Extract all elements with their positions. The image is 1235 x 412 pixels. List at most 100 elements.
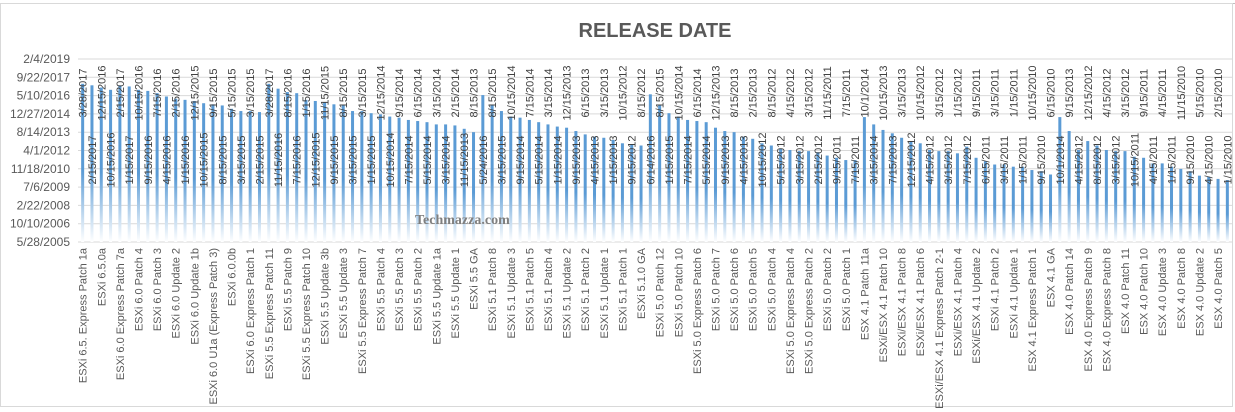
- bar: [639, 145, 643, 242]
- data-label: 7/15/2014: [403, 136, 415, 185]
- data-label: 3/15/2013: [897, 69, 909, 118]
- data-label: 1/15/2014: [552, 136, 564, 185]
- bar: [955, 153, 959, 242]
- data-label: 5/15/2010: [1194, 69, 1206, 118]
- bar: [1086, 141, 1090, 242]
- x-tick-label: ESXi/ESX 4.1 Patch 6: [915, 248, 927, 356]
- data-label: 4/15/2012: [785, 69, 797, 118]
- data-label: 9/15/2013: [720, 136, 732, 185]
- bar: [574, 131, 578, 242]
- data-label: 4/15/2016: [161, 136, 173, 185]
- data-label: 12/15/2015: [189, 65, 201, 120]
- bar: [1142, 157, 1146, 242]
- bar: [109, 89, 113, 242]
- data-label: 1/15/2016: [301, 69, 313, 118]
- x-tick-label: ESX 4.1 Patch 11a: [859, 247, 871, 340]
- x-tick-label: ESX 4.0 Patch 11: [1120, 248, 1132, 334]
- x-tick-label: ESX 4.0 Patch 8: [1176, 248, 1188, 329]
- x-tick-label: ESXi 6.0 U1a (Express Patch 3): [208, 248, 220, 405]
- bar: [323, 102, 327, 242]
- data-label: 12/15/2012: [906, 132, 918, 187]
- bar: [1207, 176, 1211, 242]
- x-tick-label: ESXi 5.0 Patch 1: [841, 248, 853, 331]
- data-label: 2/15/2010: [1213, 69, 1225, 118]
- x-tick-label: ESXi 5.1 Update 3: [506, 248, 518, 339]
- bar: [630, 144, 634, 242]
- data-label: 10/1/2014: [1055, 136, 1067, 185]
- x-tick-label: ESXi 6.5. Express Patch 1a: [78, 247, 90, 383]
- bar: [611, 139, 615, 242]
- data-label: 11/15/2013: [459, 133, 471, 187]
- bar: [546, 124, 550, 242]
- y-tick-label: 4/1/2012: [23, 144, 70, 158]
- x-tick-label: ESX 4.0 Patch 14: [1064, 248, 1076, 335]
- x-tick-label: ESXi 5.5 Update 1: [450, 248, 462, 339]
- bar: [732, 132, 736, 242]
- data-label: 11/15/2010: [1176, 66, 1188, 120]
- data-label: 1/15/2017: [124, 136, 136, 185]
- data-labels: 3/28/2017 2/15/2017 12/15/2016 10/15/2016 2/…: [78, 65, 1235, 187]
- bar: [276, 88, 280, 242]
- x-tick-label: ESXi 5.5 GA: [469, 247, 481, 309]
- data-label: 8/15/2015: [338, 69, 350, 118]
- bar: [946, 151, 950, 242]
- data-label: 3/15/2012: [794, 136, 806, 185]
- x-tick-label: ESXi 5.0 Patch 12: [655, 248, 667, 337]
- data-label: 6/14/2016: [645, 136, 657, 185]
- data-label: 6/15/2014: [413, 69, 425, 118]
- bar: [872, 124, 876, 242]
- chart-area[interactable]: [0, 3, 1233, 407]
- data-label: 5/15/2014: [534, 136, 546, 185]
- x-tick-label: ESXi 5.1 Update 1: [599, 248, 611, 339]
- x-tick-label: ESXi 5.0 Patch 2: [822, 248, 834, 331]
- y-tick-label: 5/10/2016: [17, 89, 71, 103]
- data-label: 1/15/2013: [608, 136, 620, 185]
- data-label: 10/15/2012: [915, 65, 927, 120]
- data-label: 10/15/2012: [617, 65, 629, 120]
- bar: [602, 137, 606, 242]
- x-tick-label: ESXi 5.0 Patch 5: [748, 248, 760, 331]
- data-label: 12/15/2012: [1083, 65, 1095, 120]
- bar: [444, 124, 448, 242]
- bar: [490, 105, 494, 242]
- data-label: 8/15/2015: [217, 136, 229, 185]
- data-label: 9/15/2013: [1064, 69, 1076, 118]
- data-label: 4/15/2011: [1157, 69, 1169, 117]
- bar: [527, 119, 531, 242]
- bar: [1039, 171, 1043, 242]
- data-label: 10/15/2015: [199, 132, 211, 187]
- bar: [155, 93, 159, 242]
- data-label: 9/15/2010: [1036, 136, 1048, 185]
- x-tick-label: ESXi 5.1 Patch 2: [580, 248, 592, 331]
- data-label: 2/15/2013: [748, 69, 760, 118]
- x-tick-label: ESXi 6.0.0b: [227, 248, 239, 306]
- data-label: 7/15/2011: [850, 136, 862, 184]
- bar: [257, 112, 261, 242]
- bar: [760, 143, 764, 242]
- bar: [183, 99, 187, 242]
- data-label: 4/15/2010: [1204, 136, 1216, 185]
- x-tick-label: ESXi 6.0 Express Patch 1: [245, 248, 257, 374]
- data-label: 3/15/2011: [990, 69, 1002, 117]
- bar: [965, 146, 969, 242]
- x-tick-label: ESX 4.0 Update 3: [1157, 248, 1169, 336]
- data-label: 9/15/2013: [571, 136, 583, 185]
- data-label: 1/15/2015: [366, 136, 378, 185]
- bar: [378, 114, 382, 242]
- bar: [974, 157, 978, 242]
- bar: [248, 111, 252, 242]
- x-tick-label: ESX 4.0 Patch 10: [1139, 248, 1151, 335]
- data-label: 1/15/2015: [664, 136, 676, 185]
- data-label: 7/15/2013: [887, 136, 899, 185]
- x-tick-label: ESXi 5.5 Patch 2: [413, 248, 425, 331]
- data-label: 3/15/2013: [599, 69, 611, 118]
- x-tick-label: ESXi 5.1 Patch 5: [524, 248, 536, 331]
- bar: [797, 151, 801, 242]
- y-tick-label: 9/22/2017: [17, 70, 71, 84]
- bar: [1114, 151, 1118, 242]
- data-label: 2/15/2017: [87, 136, 99, 185]
- data-label: 10/15/2014: [385, 132, 397, 187]
- x-tick-label: ESXi 5.1 Update 2: [562, 248, 574, 339]
- data-label: 3/15/2014: [543, 69, 555, 118]
- data-label: 4/15/2012: [1073, 136, 1085, 185]
